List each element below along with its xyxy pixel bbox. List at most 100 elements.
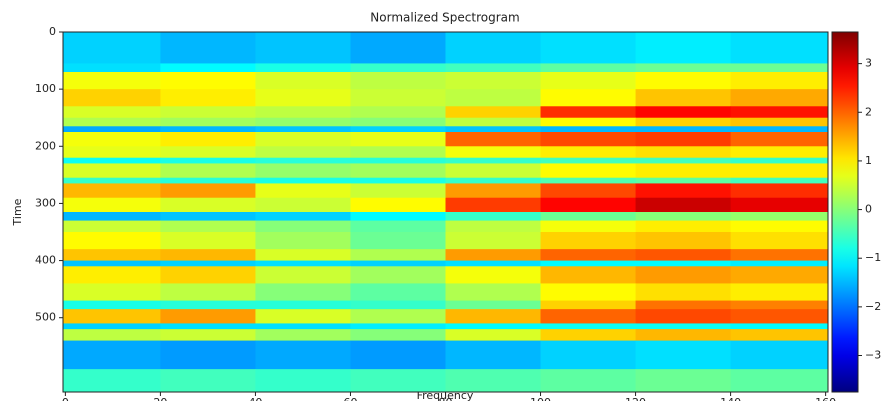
heatmap-cell — [63, 177, 161, 184]
y-tick-label: 100 — [35, 82, 56, 95]
heatmap-cell — [540, 32, 637, 64]
heatmap-cell — [635, 249, 732, 262]
heatmap-cell — [255, 157, 351, 164]
heatmap-cell — [730, 212, 829, 222]
heatmap-cell — [160, 126, 256, 133]
heatmap-cell — [730, 300, 829, 310]
heatmap-cell — [255, 260, 351, 267]
x-tick-label: 160 — [815, 396, 836, 401]
heatmap-cell — [635, 146, 732, 159]
heatmap-cell — [255, 329, 351, 342]
heatmap-cell — [255, 132, 351, 147]
heatmap-cell — [730, 106, 829, 119]
heatmap-cell — [445, 232, 542, 250]
heatmap-cell — [635, 197, 732, 213]
heatmap-cell — [540, 283, 637, 302]
heatmap-cell — [730, 72, 829, 90]
heatmap-cell — [635, 323, 732, 330]
heatmap-cell — [445, 89, 542, 107]
heatmap-cell — [63, 309, 161, 324]
heatmap-cell — [255, 146, 351, 159]
colorbar-tick-label: −1 — [865, 251, 881, 264]
heatmap-cell — [445, 212, 542, 222]
heatmap-cell — [63, 232, 161, 250]
heatmap-cell — [350, 132, 446, 147]
heatmap-cell — [635, 309, 732, 324]
heatmap-cell — [63, 212, 161, 222]
heatmap-cell — [540, 300, 637, 310]
heatmap-cell — [255, 197, 351, 213]
chart-title: Normalized Spectrogram — [370, 11, 519, 25]
heatmap-cell — [350, 89, 446, 107]
heatmap-cell — [445, 106, 542, 119]
heatmap-cell — [255, 340, 351, 370]
heatmap-cell — [635, 32, 732, 64]
heatmap-cell — [445, 266, 542, 284]
heatmap-cell — [730, 323, 829, 330]
heatmap-cell — [730, 146, 829, 159]
heatmap-cell — [730, 63, 829, 73]
heatmap-cell — [540, 266, 637, 284]
heatmap-cell — [255, 63, 351, 73]
heatmap-cell — [730, 89, 829, 107]
heatmap-cell — [350, 329, 446, 342]
heatmap-cell — [540, 72, 637, 90]
heatmap-cell — [63, 146, 161, 159]
heatmap-cell — [635, 177, 732, 184]
heatmap-cell — [635, 212, 732, 222]
heatmap-cell — [63, 220, 161, 233]
heatmap-cell — [350, 309, 446, 324]
heatmap-cell — [350, 283, 446, 302]
heatmap-cell — [540, 126, 637, 133]
heatmap-cell — [160, 177, 256, 184]
heatmap-cell — [63, 329, 161, 342]
heatmap-cell — [160, 32, 256, 64]
x-tick-label: 20 — [153, 396, 167, 401]
heatmap-cell — [160, 157, 256, 164]
heatmap-cell — [540, 117, 637, 127]
heatmap-cell — [445, 323, 542, 330]
heatmap-cell — [63, 323, 161, 330]
heatmap-cell — [540, 232, 637, 250]
heatmap-cell — [445, 340, 542, 370]
heatmap-cell — [63, 249, 161, 262]
heatmap-cell — [255, 309, 351, 324]
heatmap-cell — [350, 183, 446, 199]
y-tick-label: 300 — [35, 196, 56, 209]
heatmap-cell — [635, 117, 732, 127]
heatmap-cell — [730, 163, 829, 179]
heatmap-cell — [540, 183, 637, 199]
heatmap-cell — [445, 197, 542, 213]
heatmap-cell — [350, 266, 446, 284]
heatmap-cell — [63, 260, 161, 267]
x-tick-label: 140 — [720, 396, 741, 401]
heatmap-cell — [63, 89, 161, 107]
heatmap-cell — [160, 72, 256, 90]
heatmap-cell — [445, 283, 542, 302]
heatmap-cell — [730, 329, 829, 342]
heatmap-cell — [63, 157, 161, 164]
heatmap-cell — [445, 117, 542, 127]
heatmap-cell — [635, 232, 732, 250]
x-tick-label: 40 — [248, 396, 262, 401]
heatmap-cell — [350, 32, 446, 64]
heatmap-cell — [730, 249, 829, 262]
heatmap-cell — [160, 183, 256, 199]
heatmap-cell — [350, 232, 446, 250]
heatmap-cell — [730, 283, 829, 302]
heatmap-cell — [350, 106, 446, 119]
heatmap-cell — [635, 220, 732, 233]
heatmap-cell — [255, 283, 351, 302]
heatmap-cell — [445, 183, 542, 199]
heatmap-cell — [255, 183, 351, 199]
heatmap-cell — [63, 126, 161, 133]
heatmap-cell — [730, 117, 829, 127]
heatmap-cell — [445, 220, 542, 233]
heatmap-cell — [540, 323, 637, 330]
y-axis-label: Time — [11, 198, 24, 226]
heatmap-cell — [350, 340, 446, 370]
heatmap-cell — [635, 63, 732, 73]
heatmap-cell — [350, 146, 446, 159]
heatmap-cell — [730, 369, 829, 393]
